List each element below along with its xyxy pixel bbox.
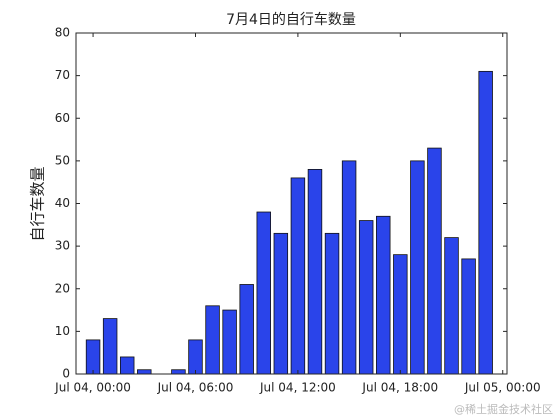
bar	[427, 147, 442, 375]
bar	[239, 284, 254, 375]
bar	[119, 356, 135, 375]
y-tick-label: 10	[55, 324, 70, 338]
bar	[273, 232, 289, 375]
x-tick-label: Jul 04, 00:00	[54, 381, 131, 395]
bar	[102, 318, 118, 375]
bar	[324, 232, 340, 375]
chart-title: 7月4日的自行车数量	[226, 11, 356, 28]
x-tick-label: Jul 05, 00:00	[464, 381, 541, 395]
bar	[341, 160, 357, 375]
y-tick-label: 50	[55, 153, 70, 167]
y-tick-label: 60	[55, 111, 70, 125]
y-tick-label: 20	[55, 281, 70, 295]
watermark: @稀土掘金技术社区	[454, 402, 553, 416]
bar	[358, 220, 374, 375]
y-tick-label: 0	[62, 367, 70, 381]
bar	[307, 168, 323, 375]
bar	[478, 70, 493, 375]
bar	[171, 369, 186, 375]
bar	[376, 215, 391, 375]
bar	[137, 369, 152, 375]
bar	[222, 309, 237, 375]
x-tick-label: Jul 04, 18:00	[361, 381, 438, 395]
bar	[461, 258, 476, 375]
bar	[205, 305, 220, 375]
y-tick-label: 40	[55, 196, 70, 210]
y-tick-label: 30	[55, 239, 70, 253]
y-tick-label: 70	[55, 68, 70, 82]
bar	[85, 339, 101, 375]
bar	[290, 177, 306, 375]
x-tick-label: Jul 04, 06:00	[157, 381, 234, 395]
x-tick-label: Jul 04, 12:00	[259, 381, 336, 395]
bar	[256, 211, 271, 375]
y-axis-label: 自行车数量	[29, 166, 47, 241]
bar	[410, 160, 425, 375]
bar	[393, 254, 408, 375]
bar	[188, 339, 203, 375]
bar	[444, 237, 459, 375]
y-tick-label: 80	[55, 26, 70, 40]
